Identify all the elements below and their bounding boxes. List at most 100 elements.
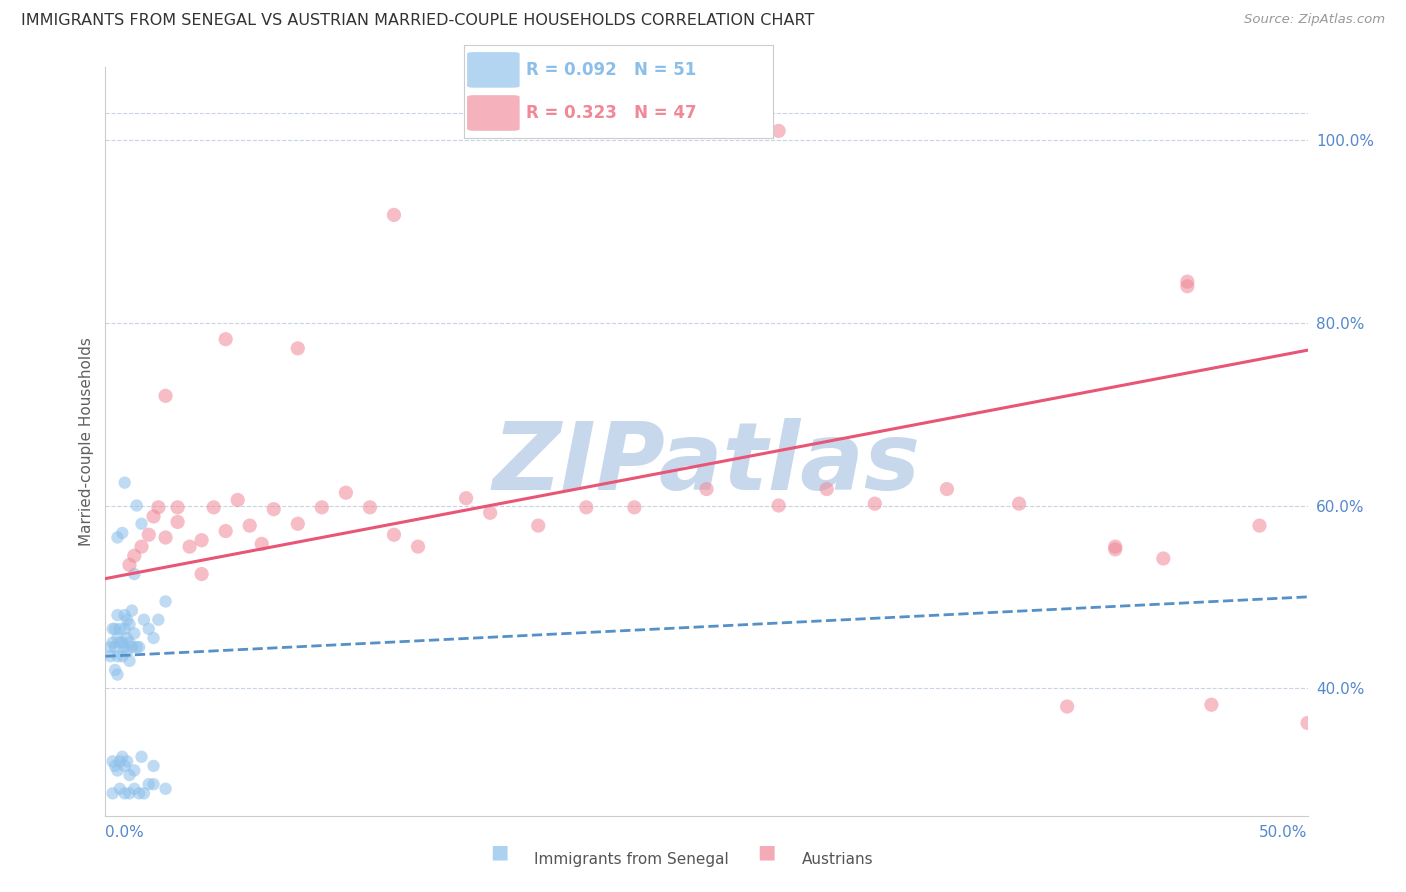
Text: 0.0%: 0.0% bbox=[105, 825, 145, 840]
Point bbox=[768, 499, 790, 513]
Point bbox=[104, 663, 127, 677]
Point bbox=[131, 749, 153, 764]
Point bbox=[696, 482, 718, 496]
Point bbox=[125, 499, 148, 513]
Point bbox=[1175, 275, 1198, 289]
Point bbox=[250, 537, 273, 551]
FancyBboxPatch shape bbox=[467, 52, 520, 87]
Point bbox=[104, 640, 127, 654]
Point bbox=[124, 567, 146, 582]
Point bbox=[101, 786, 124, 800]
Point bbox=[1104, 542, 1126, 557]
Text: 50.0%: 50.0% bbox=[1260, 825, 1308, 840]
Point bbox=[263, 502, 285, 516]
Point bbox=[107, 649, 129, 664]
Point bbox=[124, 549, 146, 563]
Point bbox=[114, 475, 136, 490]
Point bbox=[107, 667, 129, 681]
Point bbox=[111, 525, 134, 540]
Text: ■: ■ bbox=[489, 843, 509, 862]
Text: R = 0.092   N = 51: R = 0.092 N = 51 bbox=[526, 61, 696, 78]
Point bbox=[107, 608, 129, 623]
Point bbox=[148, 500, 170, 515]
Text: Austrians: Austrians bbox=[801, 852, 873, 867]
Point bbox=[287, 516, 309, 531]
Point bbox=[311, 500, 333, 515]
Point bbox=[138, 622, 160, 636]
Point bbox=[101, 755, 124, 769]
Point bbox=[155, 389, 177, 403]
Point bbox=[142, 777, 165, 791]
Point bbox=[114, 640, 136, 654]
Point bbox=[623, 500, 645, 515]
Point bbox=[131, 516, 153, 531]
Point bbox=[108, 635, 131, 649]
Text: R = 0.323   N = 47: R = 0.323 N = 47 bbox=[526, 104, 696, 122]
Point bbox=[114, 608, 136, 623]
Point bbox=[382, 208, 405, 222]
Point bbox=[118, 635, 141, 649]
Point bbox=[118, 617, 141, 632]
Point bbox=[111, 649, 134, 664]
Point bbox=[108, 781, 131, 796]
Point bbox=[107, 764, 129, 778]
Point bbox=[115, 645, 138, 659]
Point bbox=[863, 497, 886, 511]
FancyBboxPatch shape bbox=[467, 95, 520, 131]
Point bbox=[454, 491, 477, 506]
Point bbox=[138, 527, 160, 541]
Point bbox=[1201, 698, 1223, 712]
Point bbox=[527, 518, 550, 533]
Point bbox=[124, 781, 146, 796]
Point bbox=[1056, 699, 1078, 714]
Point bbox=[121, 604, 143, 618]
Point bbox=[575, 500, 598, 515]
Point bbox=[121, 640, 143, 654]
Point bbox=[101, 635, 124, 649]
Point bbox=[155, 594, 177, 608]
Point bbox=[132, 786, 155, 800]
Point bbox=[382, 527, 405, 541]
Point bbox=[128, 640, 150, 654]
Point bbox=[138, 777, 160, 791]
Point bbox=[1008, 497, 1031, 511]
Point bbox=[111, 635, 134, 649]
Point bbox=[114, 622, 136, 636]
Point bbox=[239, 518, 262, 533]
Point bbox=[190, 533, 212, 548]
Point bbox=[142, 759, 165, 773]
Text: Immigrants from Senegal: Immigrants from Senegal bbox=[534, 852, 730, 867]
Point bbox=[226, 493, 249, 508]
Text: ZIPatlas: ZIPatlas bbox=[492, 418, 921, 510]
Point bbox=[1175, 279, 1198, 293]
Point bbox=[1296, 716, 1319, 731]
Point bbox=[115, 631, 138, 645]
Point bbox=[166, 515, 188, 529]
Point bbox=[115, 755, 138, 769]
Point bbox=[1249, 518, 1271, 533]
Text: Source: ZipAtlas.com: Source: ZipAtlas.com bbox=[1244, 13, 1385, 27]
Point bbox=[936, 482, 959, 496]
Y-axis label: Married-couple Households: Married-couple Households bbox=[79, 337, 94, 546]
Point bbox=[406, 540, 429, 554]
Point bbox=[214, 332, 236, 346]
Point bbox=[287, 342, 309, 356]
Point bbox=[214, 524, 236, 538]
Point bbox=[359, 500, 381, 515]
Point bbox=[128, 786, 150, 800]
Point bbox=[114, 786, 136, 800]
Point bbox=[107, 531, 129, 545]
Point bbox=[98, 649, 121, 664]
Point bbox=[179, 540, 201, 554]
Point bbox=[131, 540, 153, 554]
Point bbox=[142, 509, 165, 524]
Point bbox=[815, 482, 838, 496]
Point bbox=[190, 567, 212, 582]
Text: ■: ■ bbox=[756, 843, 776, 862]
Point bbox=[104, 759, 127, 773]
Point bbox=[479, 506, 502, 520]
Point bbox=[166, 500, 188, 515]
Point bbox=[142, 631, 165, 645]
Point bbox=[104, 622, 127, 636]
Text: IMMIGRANTS FROM SENEGAL VS AUSTRIAN MARRIED-COUPLE HOUSEHOLDS CORRELATION CHART: IMMIGRANTS FROM SENEGAL VS AUSTRIAN MARR… bbox=[21, 13, 814, 29]
